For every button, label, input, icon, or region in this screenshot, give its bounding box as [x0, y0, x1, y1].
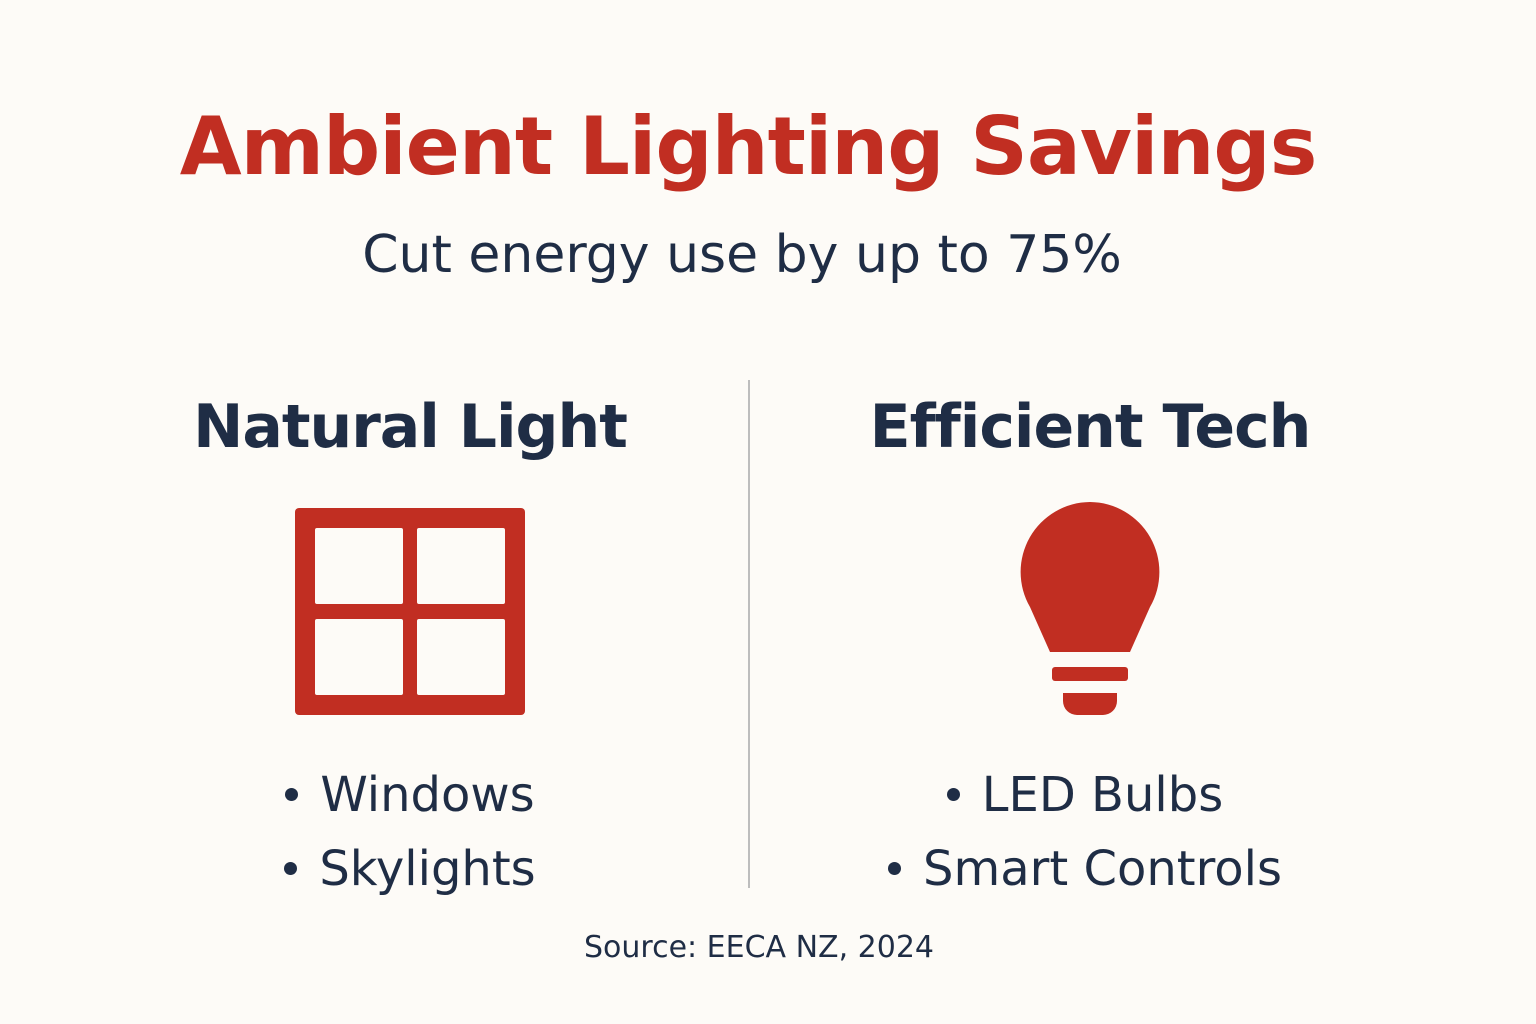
source-note: Source: EECA NZ, 2024 — [583, 930, 934, 965]
bulb-icon — [1020, 502, 1160, 715]
item-list: Windows Skylights — [100, 758, 720, 906]
divider — [748, 380, 750, 888]
list-item: Windows — [100, 758, 720, 832]
item-list: LED Bulbs Smart Controls — [775, 758, 1395, 906]
list-item: LED Bulbs — [775, 758, 1395, 832]
list-item: Skylights — [100, 832, 720, 906]
column-heading: Efficient Tech — [869, 392, 1312, 462]
list-item: Smart Controls — [775, 832, 1395, 906]
title: Ambient Lighting Savings — [179, 100, 1318, 193]
subtitle: Cut energy use by up to 75% — [362, 225, 1122, 285]
window-icon — [295, 508, 525, 715]
column-heading: Natural Light — [193, 392, 628, 462]
